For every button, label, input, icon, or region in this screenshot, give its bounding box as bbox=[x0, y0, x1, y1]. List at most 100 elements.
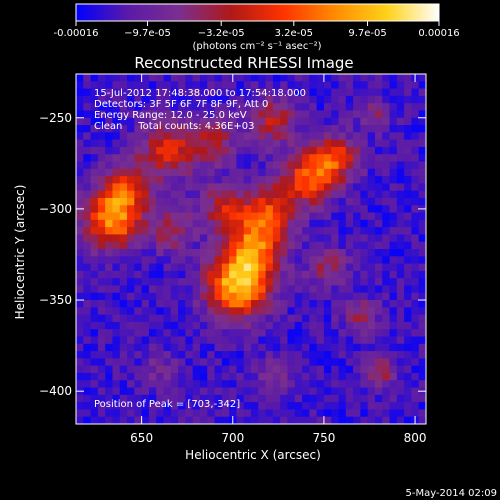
heatmap-cell bbox=[229, 329, 237, 337]
heatmap-cell bbox=[382, 278, 390, 286]
heatmap-cell bbox=[119, 285, 128, 294]
heatmap-cell bbox=[323, 227, 332, 235]
heatmap-cell bbox=[272, 256, 281, 264]
heatmap-cell bbox=[309, 205, 318, 213]
heatmap-cell bbox=[221, 183, 230, 192]
heatmap-cell bbox=[418, 409, 427, 418]
heatmap-cell bbox=[148, 387, 157, 396]
heatmap-cell bbox=[178, 146, 186, 155]
heatmap-cell bbox=[97, 300, 106, 308]
heatmap-cell bbox=[382, 95, 390, 104]
heatmap-cell bbox=[214, 146, 223, 155]
heatmap-cell bbox=[302, 190, 310, 199]
heatmap-cell bbox=[192, 343, 201, 352]
heatmap-cell bbox=[338, 372, 347, 381]
heatmap-cell bbox=[229, 263, 237, 272]
heatmap-cell bbox=[345, 161, 354, 170]
heatmap-cell bbox=[353, 343, 361, 352]
heatmap-cell bbox=[243, 205, 252, 213]
heatmap-cell bbox=[214, 300, 223, 308]
heatmap-cell bbox=[316, 249, 325, 257]
heatmap-cell bbox=[83, 139, 91, 148]
heatmap-cell bbox=[345, 168, 354, 177]
heatmap-cell bbox=[374, 74, 383, 82]
heatmap-cell bbox=[214, 387, 223, 396]
heatmap-cell bbox=[141, 190, 150, 199]
heatmap-cell bbox=[411, 278, 420, 286]
heatmap-cell bbox=[323, 110, 332, 119]
heatmap-cell bbox=[105, 402, 113, 410]
heatmap-cell bbox=[119, 263, 128, 272]
heatmap-cell bbox=[353, 263, 361, 272]
colorbar-tick-label: −3.2e-05 bbox=[198, 28, 245, 39]
heatmap-cell bbox=[178, 387, 186, 396]
heatmap-cell bbox=[105, 372, 113, 381]
heatmap-cell bbox=[287, 168, 296, 177]
heatmap-cell bbox=[90, 409, 99, 418]
heatmap-cell bbox=[148, 343, 157, 352]
heatmap-cell bbox=[265, 168, 274, 177]
heatmap-cell bbox=[236, 402, 245, 410]
heatmap-cell bbox=[199, 227, 208, 235]
heatmap-cell bbox=[156, 300, 164, 308]
heatmap-cell bbox=[207, 285, 215, 294]
heatmap-cell bbox=[90, 241, 99, 250]
heatmap-cell bbox=[309, 380, 318, 388]
heatmap-cell bbox=[178, 117, 186, 126]
heatmap-cell bbox=[258, 278, 266, 286]
heatmap-cell bbox=[199, 183, 208, 192]
colorbar-tick-label: −9.7e-05 bbox=[124, 28, 171, 39]
heatmap-cell bbox=[309, 110, 318, 119]
heatmap-cell bbox=[214, 416, 223, 425]
heatmap-cell bbox=[214, 132, 223, 141]
heatmap-cell bbox=[309, 95, 318, 104]
heatmap-cell bbox=[127, 365, 135, 374]
heatmap-cell bbox=[251, 168, 259, 177]
heatmap-cell bbox=[345, 256, 354, 264]
heatmap-cell bbox=[418, 292, 427, 301]
heatmap-cell bbox=[418, 176, 427, 184]
heatmap-cell bbox=[323, 183, 332, 192]
heatmap-cell bbox=[243, 110, 252, 119]
heatmap-cell bbox=[389, 168, 398, 177]
heatmap-cell bbox=[207, 358, 215, 367]
heatmap-cell bbox=[236, 103, 245, 111]
heatmap-cell bbox=[418, 307, 427, 316]
heatmap-cell bbox=[148, 227, 157, 235]
heatmap-cell bbox=[382, 176, 390, 184]
heatmap-cell bbox=[396, 387, 405, 396]
heatmap-cell bbox=[207, 365, 215, 374]
heatmap-cell bbox=[345, 139, 354, 148]
heatmap-cell bbox=[105, 139, 113, 148]
heatmap-cell bbox=[192, 139, 201, 148]
heatmap-cell bbox=[338, 197, 347, 206]
heatmap-cell bbox=[302, 380, 310, 388]
heatmap-cell bbox=[338, 117, 347, 126]
heatmap-cell bbox=[119, 292, 128, 301]
heatmap-cell bbox=[170, 278, 179, 286]
heatmap-cell bbox=[236, 270, 245, 279]
colorbar-ticks: -0.00016 −9.7e-05 −3.2e-05 3.2e-05 9.7e-05 0.… bbox=[54, 21, 460, 39]
heatmap-cell bbox=[229, 358, 237, 367]
heatmap-cell bbox=[345, 329, 354, 337]
heatmap-cell bbox=[353, 176, 361, 184]
heatmap-cell bbox=[90, 168, 99, 177]
heatmap-cell bbox=[112, 292, 121, 301]
heatmap-cell bbox=[323, 278, 332, 286]
heatmap-cell bbox=[258, 329, 266, 337]
heatmap-cell bbox=[396, 278, 405, 286]
chart-title: Reconstructed RHESSI Image bbox=[134, 54, 353, 72]
heatmap-cell bbox=[76, 103, 84, 111]
heatmap-cell bbox=[163, 125, 172, 133]
heatmap-cell bbox=[199, 278, 208, 286]
heatmap-cell bbox=[221, 103, 230, 111]
heatmap-cell bbox=[353, 241, 361, 250]
heatmap-cell bbox=[199, 409, 208, 418]
heatmap-cell bbox=[258, 285, 266, 294]
heatmap-cell bbox=[156, 278, 164, 286]
heatmap-cell bbox=[127, 285, 135, 294]
heatmap-cell bbox=[418, 139, 427, 148]
heatmap-cell bbox=[382, 329, 390, 337]
heatmap-cell bbox=[251, 358, 259, 367]
heatmap-cell bbox=[163, 394, 172, 403]
